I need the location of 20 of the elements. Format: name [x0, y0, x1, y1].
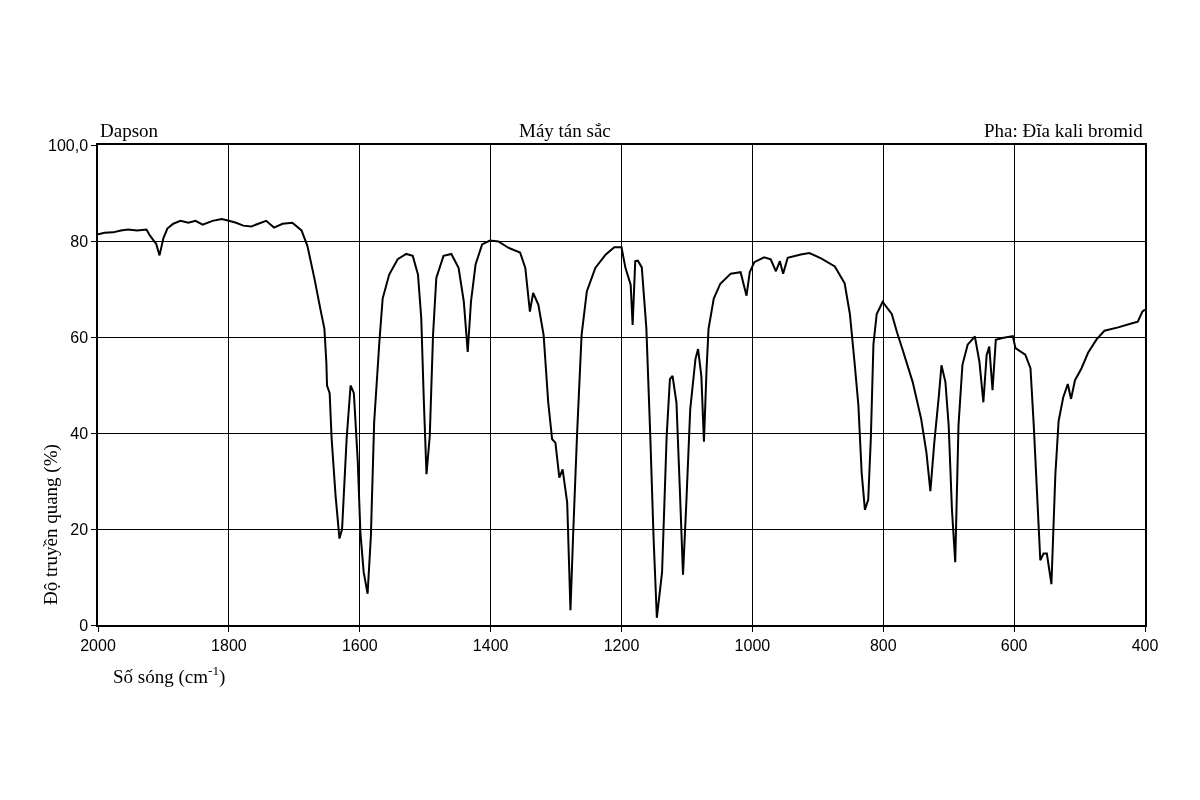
x-tick-label: 2000 — [80, 636, 116, 654]
x-tick-label: 1800 — [211, 636, 247, 654]
x-tick-label: 1600 — [341, 636, 378, 654]
y-tick-label: 60 — [70, 328, 89, 346]
x-tick-label: 1200 — [603, 636, 640, 654]
y-tick-label: 100,0 — [48, 136, 89, 154]
chart-subtitle: Máy tán sắc — [519, 120, 611, 141]
x-tick-label: 1400 — [472, 636, 509, 654]
x-tick-label: 400 — [1131, 636, 1159, 654]
y-tick-label: 0 — [79, 616, 89, 634]
text: Pha: Đĩa kali bromid — [984, 120, 1144, 141]
x-tick-label: 800 — [869, 636, 897, 654]
y-axis-title: Độ truyền quang (%) — [39, 444, 62, 606]
x-tick-label: 600 — [1000, 636, 1028, 654]
chart-title: Dapson — [100, 120, 159, 141]
x-axis-title: Số sóng (cm$^{-1}$) — [113, 663, 226, 688]
y-tick-label: 80 — [70, 232, 89, 250]
x-tick-label: 1000 — [734, 636, 771, 654]
y-tick-label: 20 — [70, 520, 89, 538]
y-tick-label: 40 — [70, 424, 89, 442]
